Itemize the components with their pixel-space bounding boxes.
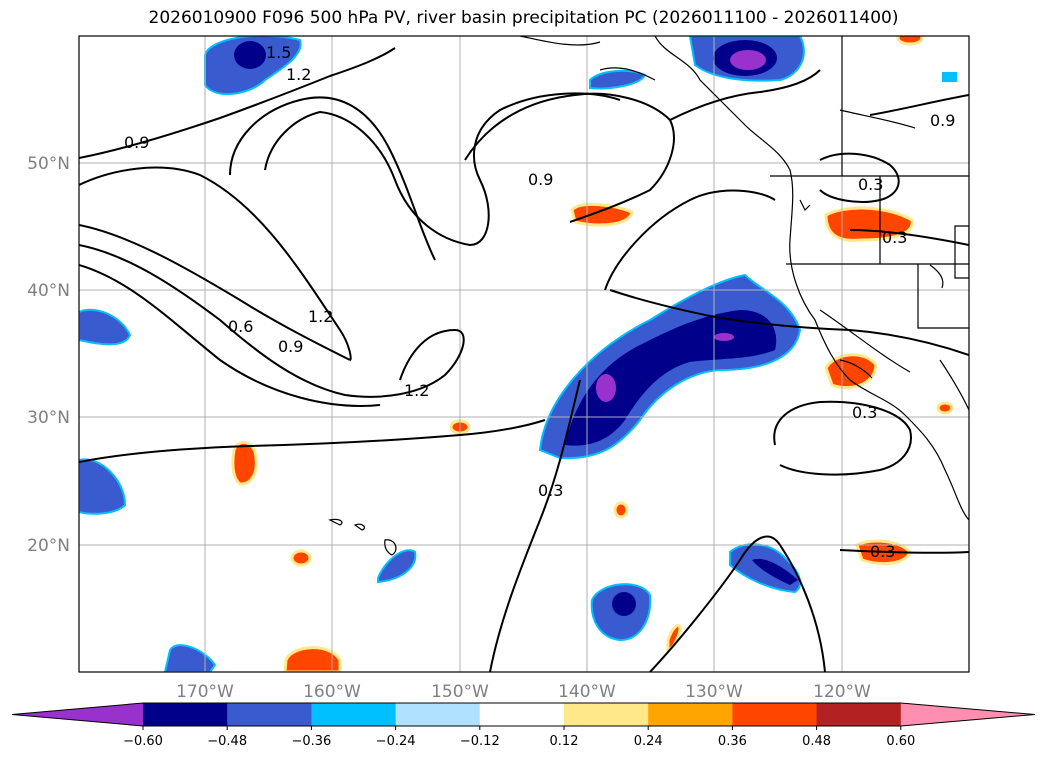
colorbar-segment xyxy=(816,703,902,726)
colorbar-segment xyxy=(648,703,733,726)
colorbar-segment xyxy=(311,703,397,726)
contour-label: 0.9 xyxy=(528,170,553,189)
colorbar-tick-label: 0.24 xyxy=(634,734,663,749)
lon-label: 130°W xyxy=(685,682,743,702)
colorbar-tick-label: −0.48 xyxy=(207,734,247,749)
contour-label: 1.2 xyxy=(286,65,311,84)
lat-axis-labels: 50°N 40°N 30°N 20°N xyxy=(27,154,70,556)
colorbar-tick-label: −0.60 xyxy=(123,734,163,749)
map-plot-area xyxy=(79,36,969,672)
lon-axis-labels: 170°W 160°W 150°W 140°W 130°W 120°W xyxy=(176,682,871,702)
colorbar-tick-label: 0.60 xyxy=(886,734,915,749)
pv-contours xyxy=(79,47,969,672)
contour-label: 0.3 xyxy=(852,403,877,422)
coastlines xyxy=(328,36,969,556)
contour-label: 0.3 xyxy=(538,481,563,500)
contour-labels: 1.5 1.2 0.9 0.9 0.6 0.9 1.2 1.2 0.3 0.9 … xyxy=(124,43,955,561)
colorbar-segment xyxy=(732,703,818,726)
lat-label: 20°N xyxy=(27,536,70,556)
contour-label: 0.6 xyxy=(228,317,253,336)
lat-label: 50°N xyxy=(27,154,70,174)
colorbar-segment xyxy=(395,703,481,726)
colorbar-extend-high xyxy=(900,703,1035,726)
contour-label: 0.3 xyxy=(870,542,895,561)
contour-label: 0.9 xyxy=(930,111,955,130)
lon-label: 120°W xyxy=(813,682,871,702)
colorbar-extend-low xyxy=(12,703,143,726)
contour-label: 0.9 xyxy=(124,133,149,152)
lon-label: 160°W xyxy=(303,682,361,702)
lat-label: 40°N xyxy=(27,281,70,301)
contour-label: 1.2 xyxy=(308,307,333,326)
colorbar-tick-label: −0.12 xyxy=(460,734,500,749)
colorbar-tick-label: 0.36 xyxy=(718,734,747,749)
lat-label: 30°N xyxy=(27,408,70,428)
contour-label: 1.2 xyxy=(404,381,429,400)
lon-label: 150°W xyxy=(431,682,489,702)
colorbar-segment xyxy=(564,703,649,726)
colorbar-tick-label: −0.36 xyxy=(291,734,331,749)
colorbar-segment xyxy=(143,703,228,726)
map-title: 2026010900 F096 500 hPa PV, river basin … xyxy=(148,8,899,28)
contour-label: 0.9 xyxy=(278,337,303,356)
colorbar: −0.60 −0.48 −0.36 −0.24 −0.12 0.12 0.24 0.36 0.4… xyxy=(11,702,1036,749)
colorbar-segment xyxy=(479,703,565,726)
contour-label: 0.3 xyxy=(858,175,883,194)
colorbar-tick-label: 0.48 xyxy=(802,734,831,749)
contour-label: 1.5 xyxy=(266,43,291,62)
lon-label: 170°W xyxy=(176,682,234,702)
colorbar-tick-label: 0.12 xyxy=(550,734,579,749)
colorbar-segment xyxy=(227,703,312,726)
colorbar-tick-label: −0.24 xyxy=(376,734,416,749)
lon-label: 140°W xyxy=(558,682,616,702)
contour-label: 0.3 xyxy=(882,228,907,247)
map-frame xyxy=(78,35,970,673)
